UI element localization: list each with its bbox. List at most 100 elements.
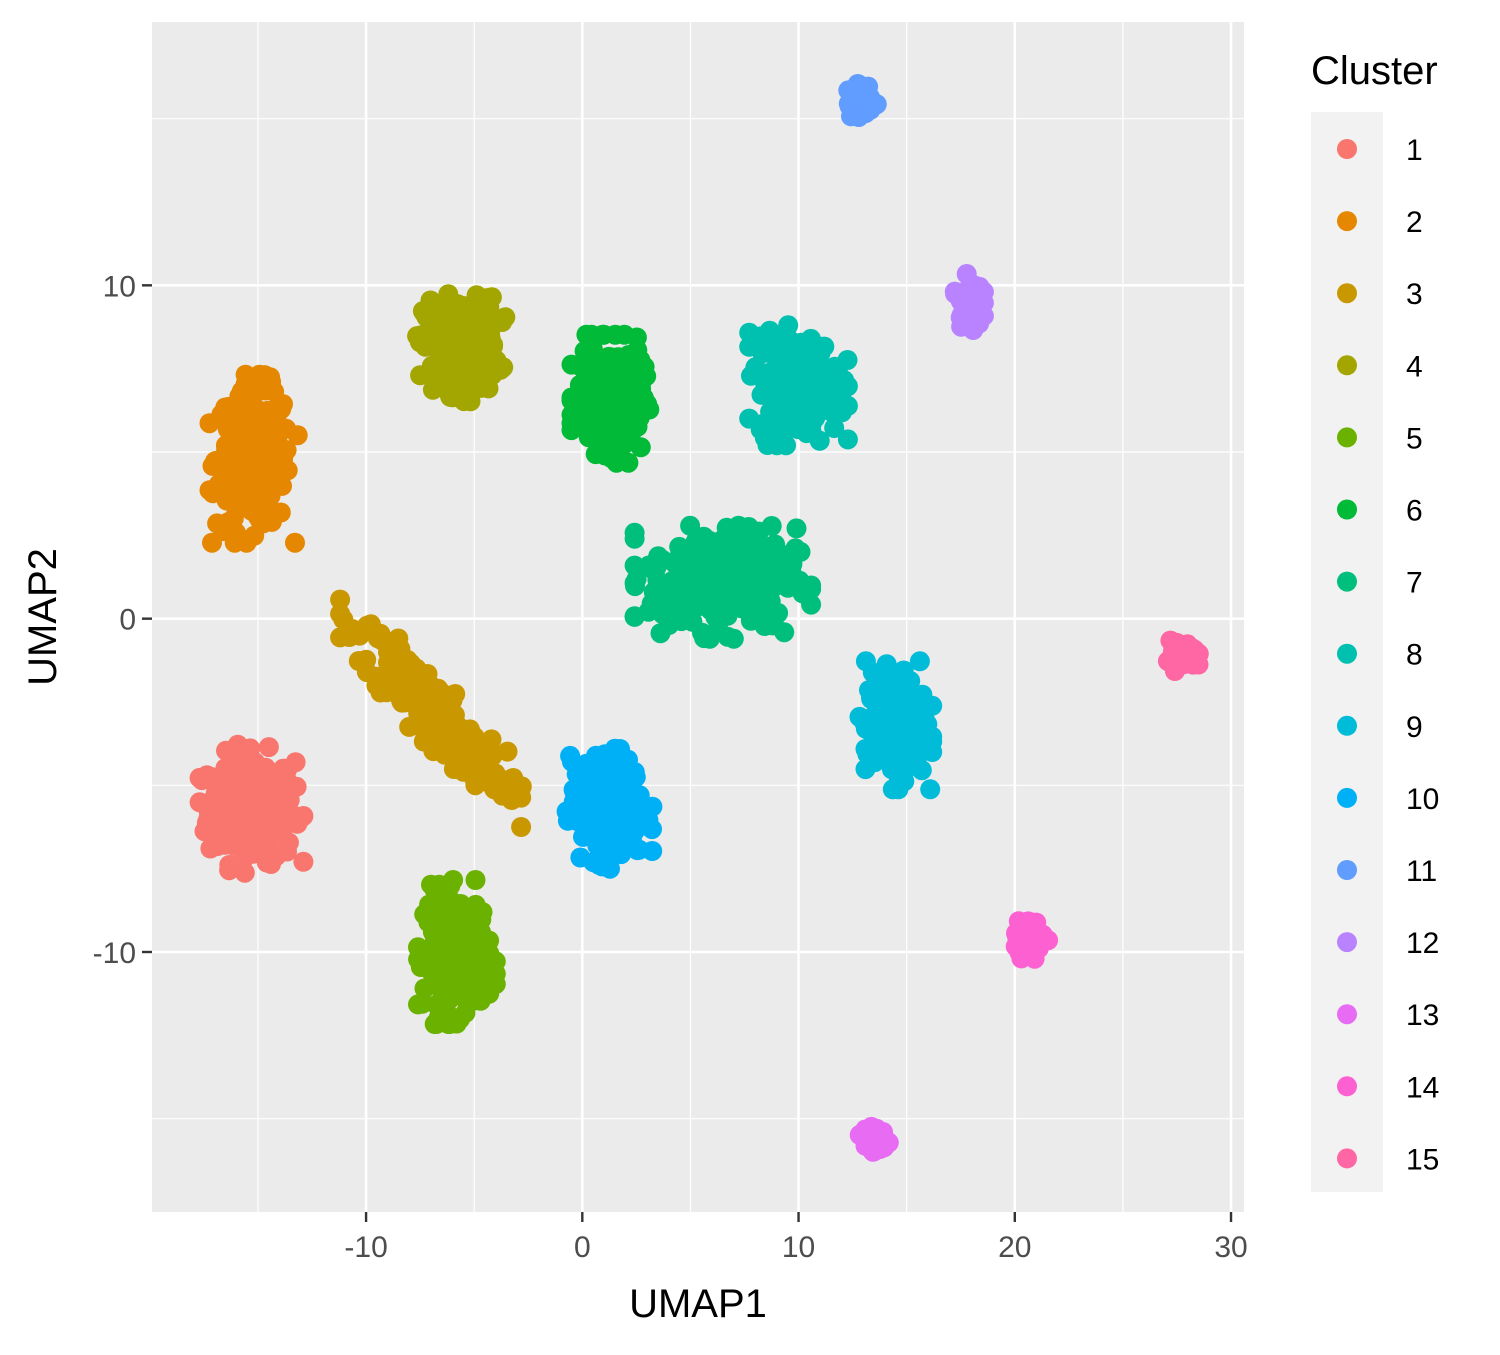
data-point: [400, 656, 421, 677]
data-point: [638, 555, 659, 576]
data-point: [497, 741, 518, 762]
data-point: [1015, 917, 1036, 938]
data-point: [848, 96, 869, 117]
data-point: [775, 562, 796, 583]
data-point: [230, 486, 251, 507]
data-point: [909, 651, 930, 672]
data-point: [232, 461, 253, 482]
data-point: [962, 304, 983, 325]
data-point: [762, 344, 783, 365]
data-point: [267, 432, 288, 453]
data-point: [880, 730, 901, 751]
data-point: [786, 518, 807, 539]
data-point: [719, 559, 740, 580]
data-point: [277, 771, 298, 792]
data-point: [202, 455, 223, 476]
legend-key-9: [1337, 715, 1357, 736]
data-point: [258, 737, 279, 758]
legend-label-12: 12: [1406, 927, 1439, 960]
data-point: [251, 509, 272, 530]
cluster-9-points: [849, 651, 943, 800]
legend-key-1: [1337, 139, 1357, 159]
data-point: [748, 574, 769, 594]
data-point: [424, 680, 445, 701]
data-point: [409, 675, 430, 696]
data-point: [954, 282, 975, 303]
data-point: [446, 1013, 467, 1034]
data-point: [429, 874, 450, 895]
data-point: [878, 1132, 899, 1153]
data-point: [245, 398, 266, 419]
data-point: [576, 324, 597, 345]
data-point: [277, 790, 298, 811]
data-point: [758, 559, 779, 580]
data-point: [457, 382, 478, 403]
data-point: [624, 522, 645, 543]
data-point: [465, 870, 486, 890]
cluster-1-points: [189, 734, 314, 883]
points-layer: [189, 74, 1209, 1162]
data-point: [693, 526, 714, 547]
data-point: [605, 785, 625, 806]
data-point: [824, 418, 845, 438]
data-point: [416, 307, 437, 328]
data-point: [440, 939, 461, 960]
data-point: [330, 589, 351, 610]
data-point: [862, 96, 883, 117]
data-point: [254, 365, 275, 386]
data-point: [624, 401, 645, 422]
legend-key-8: [1337, 643, 1357, 664]
data-point: [330, 603, 351, 624]
data-point: [759, 320, 780, 341]
cluster-12-points: [944, 264, 994, 340]
legend-key-6: [1337, 499, 1357, 520]
data-point: [390, 639, 411, 659]
cluster-3-points: [330, 589, 532, 837]
legend-label-14: 14: [1406, 1071, 1439, 1104]
data-point: [778, 315, 799, 336]
x-tick-label: 0: [574, 1231, 591, 1264]
data-point: [570, 847, 591, 868]
data-point: [592, 324, 613, 345]
data-point: [410, 365, 431, 386]
data-point: [226, 768, 246, 789]
data-point: [438, 284, 459, 305]
data-point: [199, 413, 220, 434]
data-point: [1164, 661, 1185, 681]
legend-label-15: 15: [1406, 1143, 1439, 1176]
legend-key-13: [1337, 1004, 1357, 1025]
cluster-11-points: [838, 74, 887, 127]
legend-label-11: 11: [1406, 855, 1437, 888]
data-point: [629, 839, 650, 860]
data-point: [422, 963, 443, 984]
data-point: [739, 322, 760, 343]
legend-label-7: 7: [1406, 567, 1423, 600]
data-point: [479, 337, 499, 358]
data-point: [755, 379, 776, 400]
data-point: [447, 346, 468, 366]
data-point: [672, 571, 693, 592]
data-point: [888, 773, 909, 793]
data-point: [285, 752, 306, 773]
data-point: [873, 705, 894, 726]
data-point: [230, 443, 251, 463]
data-point: [837, 429, 858, 450]
legend-label-8: 8: [1406, 639, 1423, 672]
data-point: [777, 577, 798, 598]
legend-label-1: 1: [1406, 134, 1423, 167]
data-point: [268, 402, 289, 423]
data-point: [585, 444, 606, 465]
data-point: [600, 858, 620, 879]
data-point: [618, 452, 639, 473]
data-point: [604, 425, 625, 446]
data-point: [511, 817, 532, 837]
data-point: [233, 836, 253, 857]
cluster-15-points: [1157, 630, 1209, 681]
data-point: [213, 521, 234, 542]
legend-title: Cluster: [1311, 49, 1438, 93]
data-point: [587, 412, 608, 432]
data-point: [490, 359, 511, 380]
legend-label-6: 6: [1406, 495, 1423, 528]
data-point: [215, 410, 236, 431]
data-point: [598, 346, 619, 367]
